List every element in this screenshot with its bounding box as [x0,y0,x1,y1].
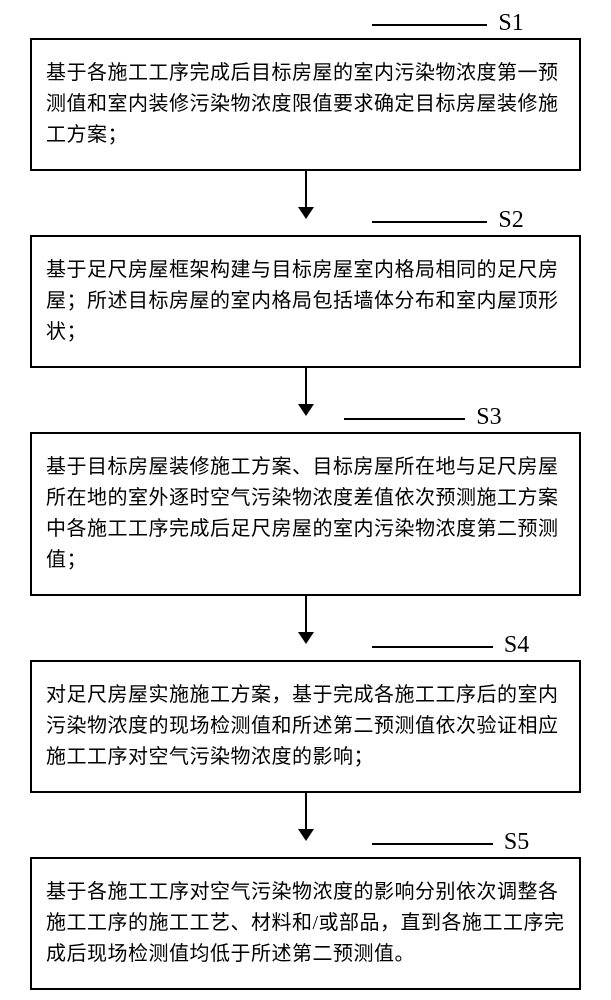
arrow-head-icon [298,829,314,841]
step-label: S3 [476,404,501,431]
arrow-shaft [305,368,307,406]
arrow-shaft [305,596,307,634]
step-s5: S5基于各施工工序对空气污染物浓度的影响分别依次调整各施工工序的施工工艺、材料和… [30,857,581,990]
step-s3: S3基于目标房屋装修施工方案、目标房屋所在地与足尺房屋所在地的室外逐时空气污染物… [30,432,581,596]
arrow-head-icon [298,404,314,416]
step-s2: S2基于足尺房屋框架构建与目标房屋室内格局相同的足尺房屋；所述目标房屋的室内格局… [30,235,581,368]
step-box: 基于各施工工序完成后目标房屋的室内污染物浓度第一预测值和室内装修污染物浓度限值要… [30,38,581,171]
step-box: 基于足尺房屋框架构建与目标房屋室内格局相同的足尺房屋；所述目标房屋的室内格局包括… [30,235,581,368]
step-label-leader [372,24,488,26]
step-s4: S4对足尺房屋实施施工方案，基于完成各施工工序后的室内污染物浓度的现场检测值和所… [30,660,581,793]
step-label: S4 [504,632,529,659]
step-box: 基于各施工工序对空气污染物浓度的影响分别依次调整各施工工序的施工工艺、材料和/或… [30,857,581,990]
step-label: S1 [498,10,523,37]
flow-arrow [30,596,581,644]
step-box: 基于目标房屋装修施工方案、目标房屋所在地与足尺房屋所在地的室外逐时空气污染物浓度… [30,432,581,596]
step-label-leader [372,843,493,845]
step-label-leader [344,418,465,420]
flowchart-container: S1基于各施工工序完成后目标房屋的室内污染物浓度第一预测值和室内装修污染物浓度限… [0,0,611,990]
step-box: 对足尺房屋实施施工方案，基于完成各施工工序后的室内污染物浓度的现场检测值和所述第… [30,660,581,793]
arrow-head-icon [298,632,314,644]
step-label-leader [372,221,488,223]
step-label: S2 [498,207,523,234]
arrow-shaft [305,793,307,831]
flow-arrow [30,793,581,841]
step-label: S5 [504,829,529,856]
step-s1: S1基于各施工工序完成后目标房屋的室内污染物浓度第一预测值和室内装修污染物浓度限… [30,38,581,171]
arrow-head-icon [298,207,314,219]
step-label-leader [372,646,493,648]
arrow-shaft [305,171,307,209]
